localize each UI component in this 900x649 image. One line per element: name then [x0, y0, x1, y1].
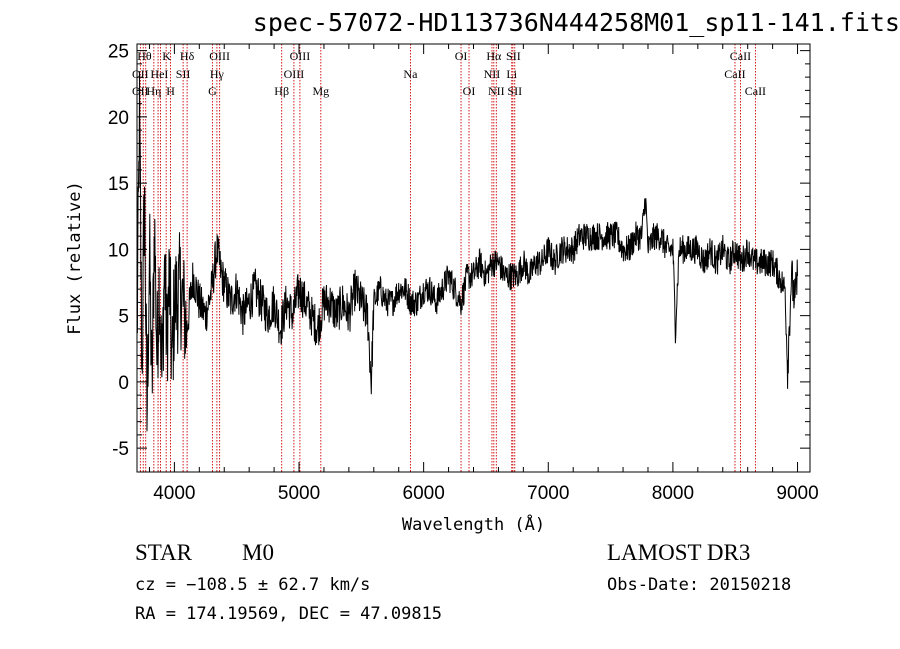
line-label-0-6: Hα [486, 49, 502, 63]
line-label-1-7: Li [506, 67, 517, 81]
observation-date: Obs-Date: 20150218 [607, 575, 792, 595]
line-label-2-5: Mg [312, 84, 329, 98]
line-label-0-7: SII [506, 49, 521, 63]
chart-title: spec-57072-HD113736N444258M01_sp11-141.f… [252, 8, 900, 37]
line-label-0-5: OI [455, 49, 468, 63]
line-label-0-3: OIII [209, 49, 230, 63]
y-tick-label-20: 20 [108, 108, 129, 129]
y-tick-label--5: -5 [112, 439, 129, 460]
spectral-line-labels: Hθ K Hδ OIII OIII OI Hα SII CaII OII HeI SII Hγ OIII N… [132, 49, 766, 98]
spectral-line-markers [139, 44, 756, 472]
line-label-1-2: SII [176, 67, 191, 81]
survey-name: LAMOST DR3 [607, 540, 751, 565]
x-axis-ticks: 4000 5000 6000 7000 8000 9000 [148, 44, 819, 504]
spectral-subclass: M0 [242, 540, 274, 565]
spectral-class: STAR [135, 540, 192, 565]
line-label-2-3: G [208, 84, 217, 98]
line-label-0-1: K [162, 49, 171, 63]
y-tick-label-0: 0 [118, 373, 129, 394]
line-label-2-9: CaII [745, 84, 766, 98]
x-tick-label-8000: 8000 [652, 483, 694, 504]
line-label-0-2: Hδ [180, 49, 195, 63]
y-tick-label-25: 25 [108, 42, 129, 63]
line-label-2-0: OII [132, 84, 149, 98]
line-label-1-3: Hγ [210, 67, 225, 81]
line-label-2-4: Hβ [274, 84, 289, 98]
y-tick-label-15: 15 [108, 174, 129, 195]
line-label-0-4: OIII [290, 49, 311, 63]
y-tick-label-5: 5 [118, 307, 129, 328]
line-label-1-8: CaII [724, 67, 745, 81]
line-label-0-8: CaII [730, 49, 751, 63]
x-tick-label-9000: 9000 [776, 483, 818, 504]
x-tick-label-7000: 7000 [527, 483, 569, 504]
redshift-velocity: cz = −108.5 ± 62.7 km/s [135, 575, 371, 595]
line-label-2-8: SII [507, 84, 522, 98]
line-label-0-0: Hθ [137, 49, 152, 63]
line-label-1-5: Na [403, 67, 418, 81]
y-tick-label-10: 10 [108, 240, 129, 261]
line-label-2-6: OI [463, 84, 476, 98]
line-label-2-7: NII [488, 84, 505, 98]
coordinates: RA = 174.19569, DEC = 47.09815 [135, 604, 443, 624]
x-axis-label: Wavelength (Å) [402, 513, 545, 535]
x-tick-label-6000: 6000 [403, 483, 445, 504]
line-label-1-4: OIII [284, 67, 305, 81]
spectrum-series [136, 71, 798, 432]
line-label-1-0: OII [132, 67, 149, 81]
x-tick-label-4000: 4000 [153, 483, 195, 504]
y-axis-label: Flux (relative) [65, 181, 85, 335]
y-axis-ticks: -5 0 5 10 15 20 25 [108, 42, 810, 460]
x-tick-label-5000: 5000 [278, 483, 320, 504]
line-label-1-1: HeI [150, 67, 168, 81]
line-label-2-2: H [166, 84, 175, 98]
line-label-2-1: Hη [146, 84, 161, 98]
line-label-1-6: NII [484, 67, 501, 81]
